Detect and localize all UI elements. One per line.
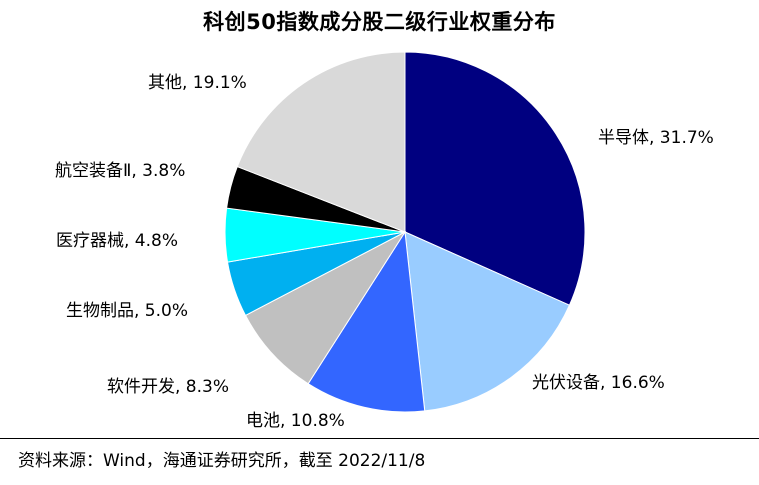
slice-label: 电池, 10.8% (246, 411, 345, 431)
pie-slice (244, 230, 407, 385)
pie-slice (236, 51, 406, 233)
slice-label: 半导体, 31.7% (598, 128, 714, 148)
chart-title: 科创50指数成分股二级行业权重分布 (203, 10, 556, 34)
slice-label: 光伏设备, 16.6% (532, 373, 665, 393)
pie-slice (404, 51, 586, 306)
pie-slice (404, 231, 571, 412)
slice-label: 其他, 19.1% (148, 73, 247, 93)
slice-label: 生物制品, 5.0% (66, 301, 188, 321)
slice-label: 软件开发, 8.3% (107, 377, 229, 397)
slice-label: 航空装备Ⅱ, 3.8% (55, 161, 185, 181)
footer-divider (0, 438, 759, 439)
slice-label: 医疗器械, 4.8% (56, 231, 178, 251)
source-note: 资料来源：Wind，海通证券研究所，截至 2022/11/8 (18, 451, 426, 471)
pie-slice (307, 230, 426, 413)
